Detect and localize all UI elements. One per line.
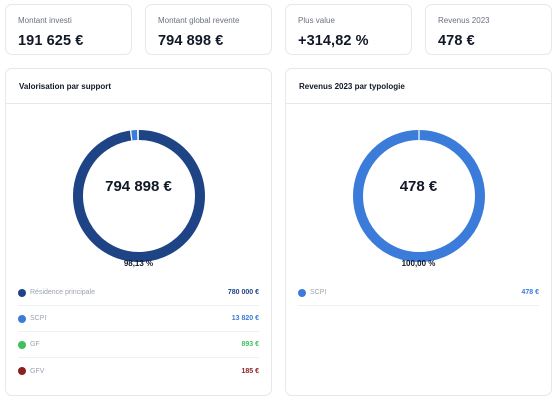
revenus-typologie-panel: Revenus 2023 par typologie 478 € 100,00 … bbox=[285, 68, 552, 396]
legend-label: GFV bbox=[30, 367, 45, 375]
donut-slice bbox=[72, 130, 205, 262]
donut-slice bbox=[352, 130, 485, 262]
legend-dot bbox=[18, 367, 26, 375]
legend-list: Résidence principale 780 000 € SCPI 13 8… bbox=[18, 280, 259, 384]
legend-item-scpi[interactable]: SCPI 478 € bbox=[298, 280, 539, 306]
donut-center-value: 478 € bbox=[399, 178, 438, 195]
legend-label: Résidence principale bbox=[30, 289, 95, 296]
kpi-card-montant-investi: Montant investi 191 625 € bbox=[5, 4, 132, 55]
donut-percent-label: 100,00 % bbox=[401, 259, 436, 268]
legend-value: 893 € bbox=[241, 341, 259, 348]
kpi-value: 191 625 € bbox=[18, 33, 84, 49]
panel-title: Revenus 2023 par typologie bbox=[286, 69, 551, 104]
kpi-label: Plus value bbox=[298, 16, 335, 25]
legend-list: SCPI 478 € bbox=[298, 280, 539, 306]
donut-svg bbox=[72, 129, 205, 262]
kpi-value: 478 € bbox=[438, 33, 475, 49]
legend-value: 185 € bbox=[241, 367, 259, 375]
kpi-value: 794 898 € bbox=[158, 33, 224, 49]
kpi-card-revenus-2023: Revenus 2023 478 € bbox=[425, 4, 552, 55]
panel-title: Valorisation par support bbox=[6, 69, 271, 104]
legend-dot bbox=[18, 314, 26, 323]
legend-item-scpi[interactable]: SCPI 13 820 € bbox=[18, 306, 259, 332]
legend-label: GF bbox=[30, 341, 40, 348]
kpi-label: Revenus 2023 bbox=[438, 16, 490, 25]
legend-item-residence-principale[interactable]: Résidence principale 780 000 € bbox=[18, 280, 259, 306]
legend-value: 13 820 € bbox=[231, 315, 259, 322]
legend-item-gfv[interactable]: GFV 185 € bbox=[18, 358, 259, 384]
legend-label: SCPI bbox=[30, 315, 47, 322]
donut-center-value: 794 898 € bbox=[105, 178, 172, 195]
donut-svg bbox=[352, 130, 485, 262]
valorisation-panel: Valorisation par support 794 898 € 98,13… bbox=[5, 68, 272, 396]
legend-value: 478 € bbox=[521, 289, 539, 296]
legend-dot bbox=[18, 340, 26, 349]
donut-chart-valorisation: 794 898 € bbox=[6, 121, 271, 271]
donut-chart-revenus: 478 € bbox=[286, 121, 551, 271]
donut-percent-label: 98,13 % bbox=[123, 259, 154, 268]
kpi-card-plus-value: Plus value +314,82 % bbox=[285, 4, 412, 55]
legend-item-gf[interactable]: GF 893 € bbox=[18, 332, 259, 358]
legend-label: SCPI bbox=[310, 289, 327, 296]
legend-dot bbox=[298, 288, 306, 297]
legend-value: 780 000 € bbox=[227, 289, 259, 296]
legend-dot bbox=[18, 288, 26, 297]
kpi-label: Montant investi bbox=[18, 16, 72, 25]
kpi-value: +314,82 % bbox=[298, 33, 369, 49]
kpi-label: Montant global revente bbox=[158, 16, 240, 25]
kpi-card-montant-global-revente: Montant global revente 794 898 € bbox=[145, 4, 272, 55]
